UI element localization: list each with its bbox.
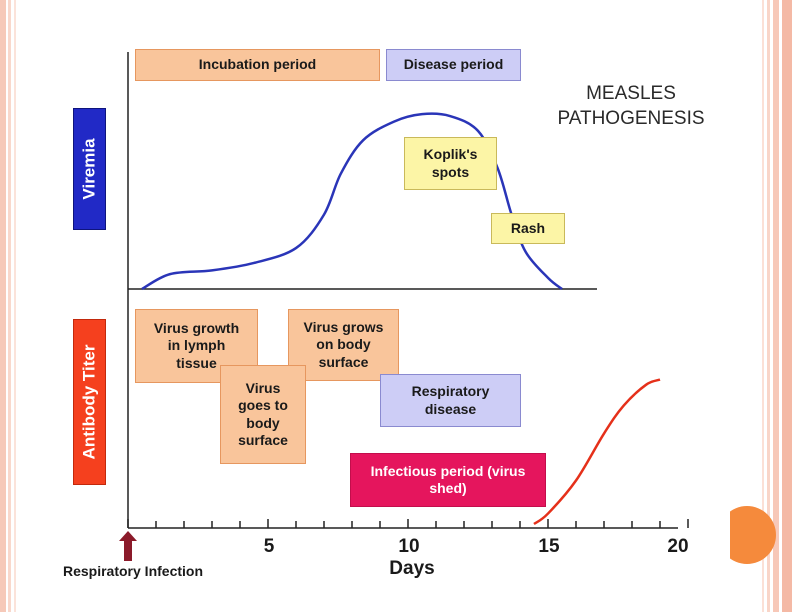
tick-label: 10 [398, 536, 420, 557]
disease-period-label: Disease period [386, 49, 521, 81]
virus-grows-body-surface-event: Virus grows on body surface [288, 309, 399, 381]
decorative-circle-mask [700, 500, 730, 570]
kopliks-spots-event: Koplik's spots [404, 137, 497, 190]
tick-label: 15 [538, 536, 560, 557]
respiratory-infection-label: Respiratory Infection [62, 563, 204, 579]
viremia-curve [141, 112, 563, 291]
slide-frame-right [756, 0, 792, 612]
x-axis-ticks [127, 519, 689, 528]
x-axis-label: Days [389, 558, 435, 579]
virus-growth-lymph-event: Virus growth in lymph tissue [135, 309, 258, 383]
tick-label: 5 [263, 536, 275, 557]
antibody-curve [533, 378, 661, 526]
tick-label: 20 [667, 536, 689, 557]
incubation-period-label: Incubation period [135, 49, 380, 81]
respiratory-infection-arrow [119, 531, 137, 561]
diagram-title: MEASLES PATHOGENESIS [557, 83, 705, 129]
viremia-panel-label: Viremia [73, 108, 106, 230]
rash-event: Rash [491, 213, 565, 244]
slide-frame-left [0, 0, 18, 612]
virus-goes-to-body-surface-event: Virus goes to body surface [220, 365, 306, 464]
infectious-period-event: Infectious period (virus shed) [350, 453, 546, 507]
antibody-titer-panel-label: Antibody Titer [73, 319, 106, 485]
respiratory-disease-event: Respiratory disease [380, 374, 521, 427]
